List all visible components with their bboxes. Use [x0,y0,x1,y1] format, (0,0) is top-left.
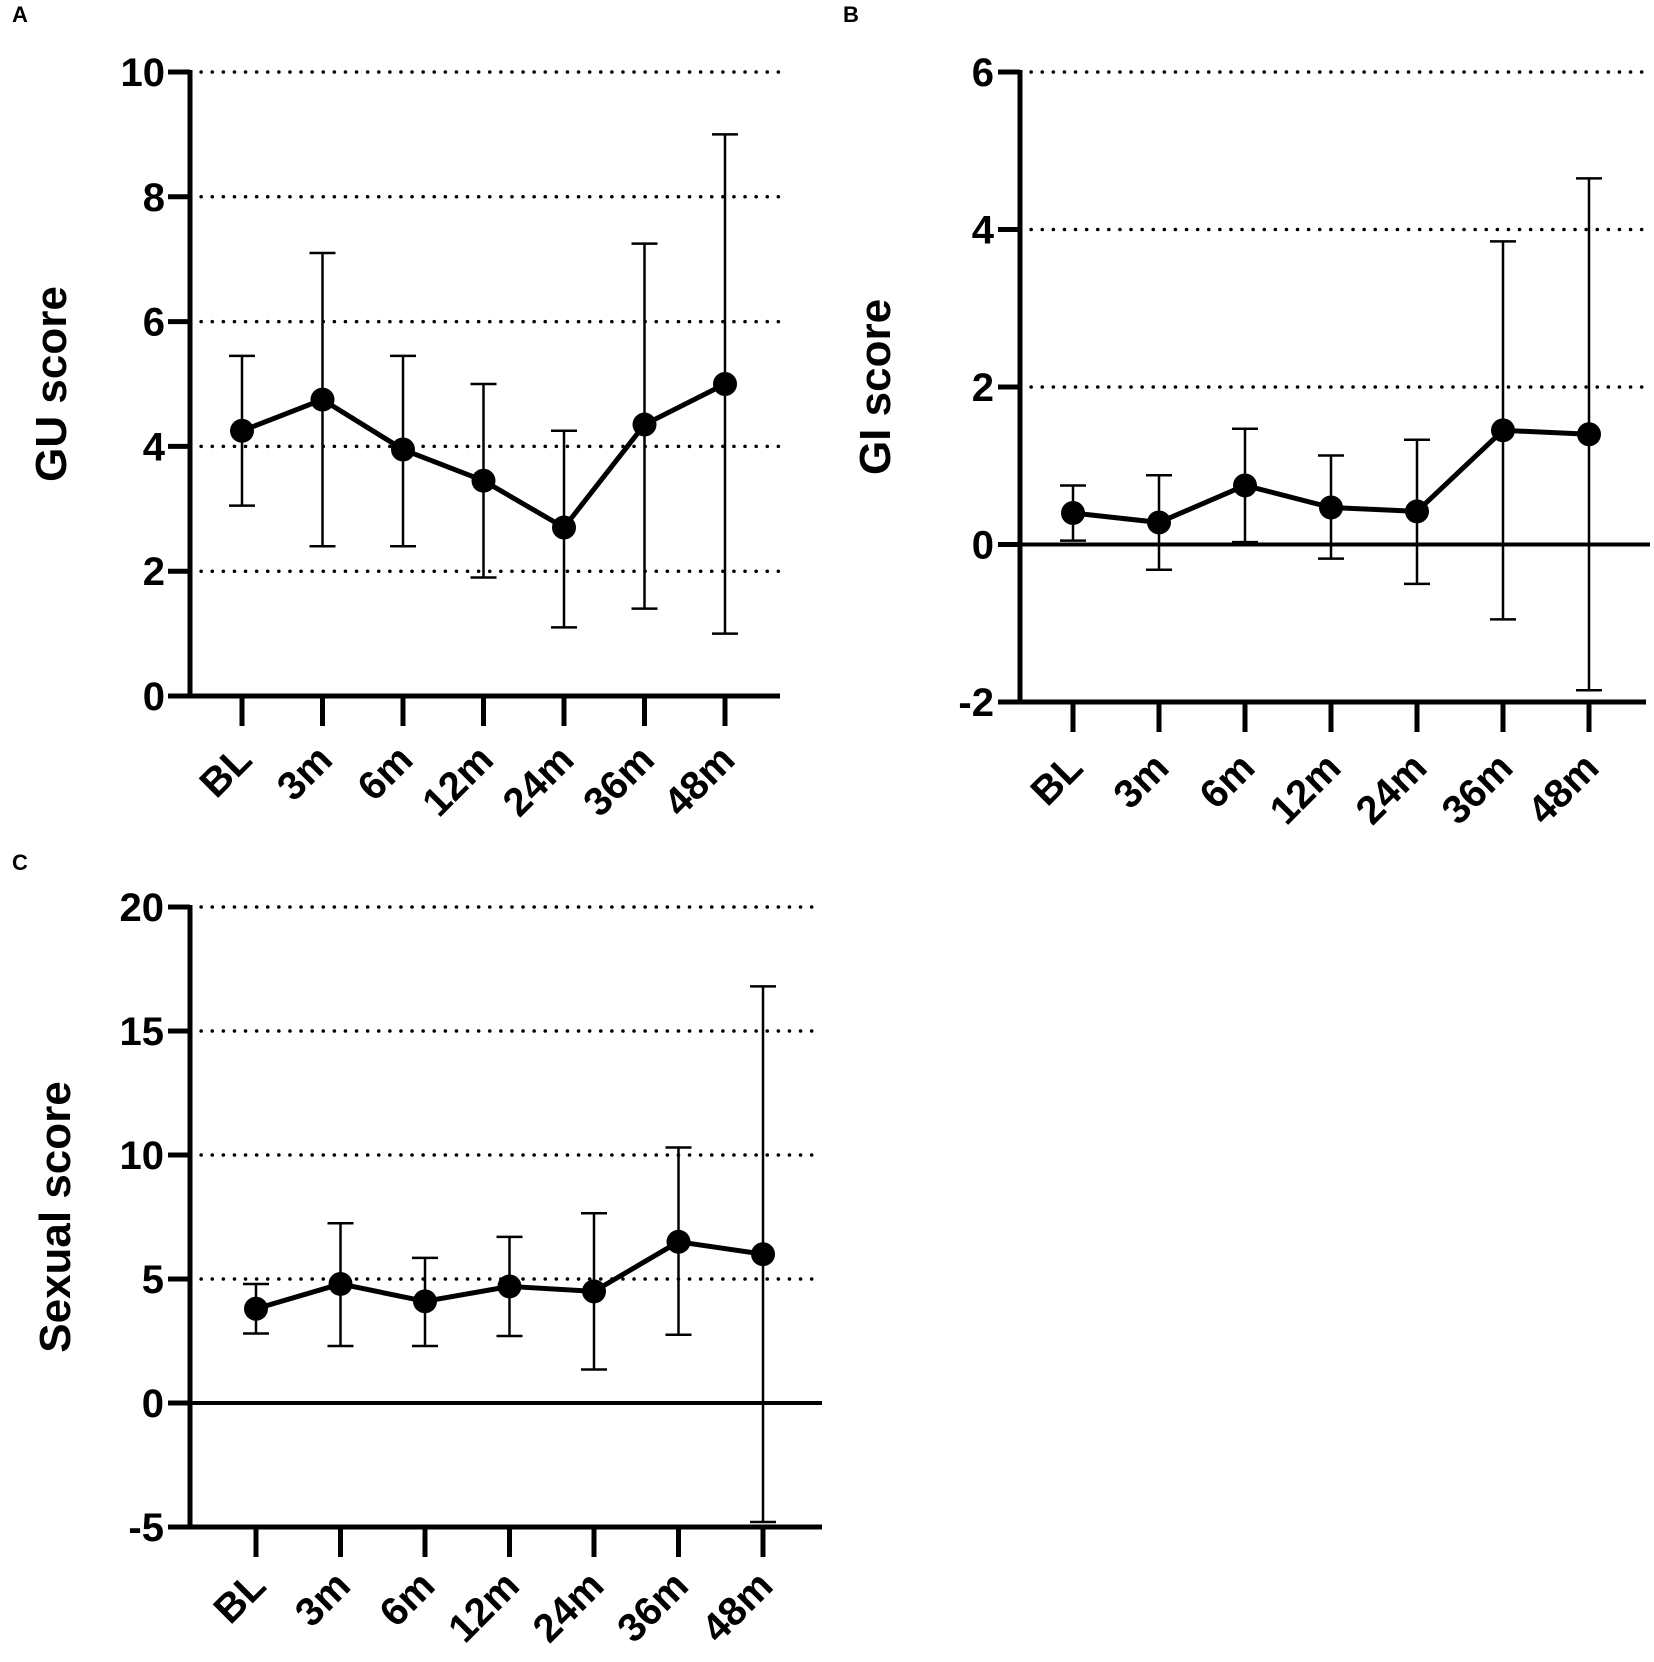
data-point [310,387,335,412]
y-tick-label: 20 [120,886,165,930]
x-tick-label: 6m [349,737,421,809]
panel-label: B [843,2,859,27]
y-tick-label: 5 [142,1258,164,1302]
panel-label: C [12,850,28,875]
data-point [1491,418,1515,443]
x-tick-label: 48m [656,737,744,825]
panel-label: A [12,2,28,27]
panel-c: C -5 0 5 10 15 20 Sexual score BL 3m 6m12m24m36m48… [12,850,824,1651]
x-tick-label: 36m [609,1563,697,1651]
x-tick-label: 6m [371,1563,443,1635]
y-axis-title: Sexual score [31,1081,80,1353]
data-point [582,1279,606,1304]
x-tick-label: 3m [1105,745,1177,817]
y-tick-label: 10 [121,51,166,95]
x-tick-label: 24m [525,1563,613,1651]
data-point [391,437,415,462]
x-tick-label: 12m [1262,745,1350,833]
x-tick-label: BL [206,1563,275,1632]
y-tick-label: 0 [142,1382,164,1426]
x-tick-label: BL [1023,745,1092,814]
y-tick-label: 0 [143,675,165,719]
x-tick-label: 24m [495,737,583,825]
y-tick-label: 6 [143,301,165,345]
y-tick-label: 2 [972,366,994,410]
data-point [713,372,737,396]
y-axis-title: GI score [851,299,900,475]
x-tick-label: BL [192,737,261,806]
x-tick-label: 12m [414,737,502,825]
x-tick-label: 3m [269,737,341,809]
data-point [244,1296,268,1321]
x-tick-label: 48m [1520,745,1608,833]
y-tick-label: -5 [128,1506,164,1550]
y-tick-label: 15 [120,1010,165,1054]
x-tick-label: 24m [1348,745,1436,833]
data-point [1577,422,1601,447]
y-tick-label: 8 [143,176,165,220]
data-point [497,1274,522,1299]
y-tick-label: 4 [143,425,166,469]
data-point [1405,499,1429,524]
y-tick-label: 10 [120,1134,165,1178]
data-point [552,515,576,540]
data-point [666,1229,691,1254]
data-point [1061,501,1085,525]
x-tick-label: 36m [1434,745,1522,833]
x-tick-label: 3m [287,1563,359,1635]
data-point [413,1289,437,1314]
y-tick-label: 2 [143,550,165,594]
data-point [328,1271,353,1296]
y-axis-title: GU score [27,286,76,482]
data-point [1147,510,1171,535]
x-tick-label: 48m [694,1563,782,1651]
data-point [230,418,254,443]
x-tick-label: 6m [1191,745,1263,817]
y-tick-label: 0 [972,524,994,568]
x-tick-label: 36m [575,737,663,825]
y-tick-label: 6 [972,51,994,95]
data-point [1233,473,1257,498]
x-tick-label: 12m [440,1563,528,1651]
data-point [751,1242,775,1267]
data-point [1319,495,1343,520]
data-point [471,468,496,493]
data-point [632,412,657,437]
y-tick-label: 4 [972,209,995,253]
y-tick-label: -2 [958,681,994,725]
